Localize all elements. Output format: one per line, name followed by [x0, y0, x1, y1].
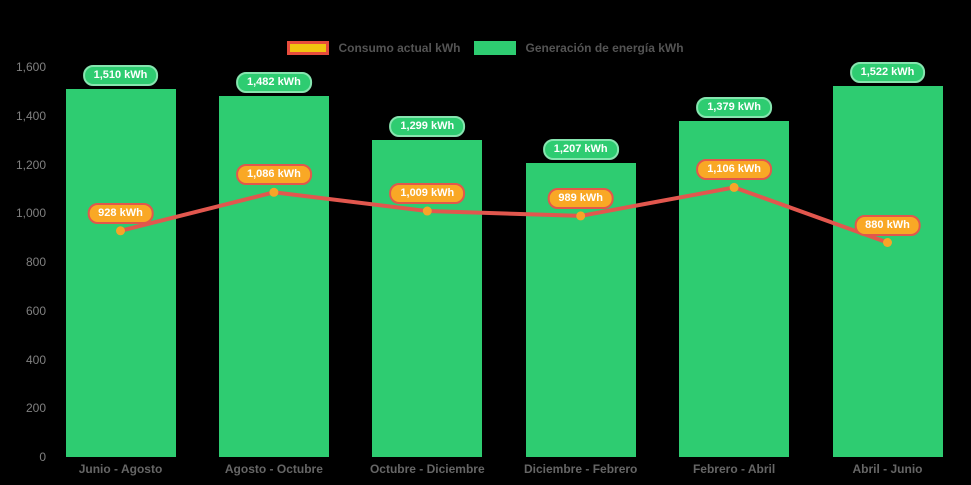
x-axis-label: Abril - Junio	[852, 462, 923, 476]
bar-value-badge: 1,299 kWh	[389, 116, 466, 138]
line-value-badge: 880 kWh	[854, 214, 921, 236]
line-marker[interactable]	[883, 238, 892, 247]
line-marker[interactable]	[269, 187, 279, 197]
line-value-badge: 1,009 kWh	[389, 183, 466, 205]
x-axis-label: Agosto - Octubre	[224, 462, 323, 476]
generation-bar[interactable]	[218, 95, 329, 457]
legend: Consumo actual kWh Generación de energía…	[0, 41, 971, 55]
line-value-badge: 1,086 kWh	[235, 164, 312, 186]
line-value-badge: 989 kWh	[547, 187, 615, 209]
legend-label-consumo: Consumo actual kWh	[338, 41, 461, 55]
y-axis-label: 1,400	[15, 108, 46, 123]
line-marker[interactable]	[116, 226, 125, 236]
line-value-badge: 928 kWh	[87, 202, 154, 224]
x-axis-label: Diciembre - Febrero	[524, 462, 638, 476]
legend-item-consumo[interactable]: Consumo actual kWh	[287, 41, 460, 55]
y-axis-label: 1,000	[15, 206, 46, 221]
y-axis-label: 1,200	[15, 157, 46, 172]
line-marker[interactable]	[422, 206, 432, 216]
bar-value-badge: 1,207 kWh	[542, 138, 619, 160]
bar-value-badge: 1,379 kWh	[696, 96, 772, 118]
line-marker[interactable]	[729, 182, 739, 192]
legend-label-generacion: Generación de energía kWh	[525, 41, 684, 55]
line-marker[interactable]	[576, 211, 586, 221]
y-axis-label: 600	[25, 303, 46, 318]
generation-bar[interactable]	[65, 88, 176, 457]
y-axis-label: 800	[25, 255, 46, 269]
y-axis-label: 200	[25, 401, 46, 416]
x-axis-label: Junio - Agosto	[78, 462, 163, 476]
y-axis-label: 0	[39, 450, 46, 464]
x-axis-label: Febrero - Abril	[692, 462, 776, 476]
generacion-swatch-icon	[474, 41, 517, 55]
bar-value-badge: 1,522 kWh	[849, 62, 926, 83]
bar-value-badge: 1,510 kWh	[82, 64, 159, 86]
bar-value-badge: 1,482 kWh	[235, 71, 312, 93]
x-axis-label: Octubre - Diciembre	[369, 462, 485, 476]
y-axis-label: 1,600	[15, 60, 46, 74]
y-axis-label: 400	[25, 352, 46, 367]
generation-bar[interactable]	[832, 86, 943, 457]
consumo-swatch-icon	[287, 41, 330, 55]
legend-item-generacion[interactable]: Generación de energía kWh	[474, 41, 684, 55]
line-value-badge: 1,106 kWh	[696, 159, 772, 181]
